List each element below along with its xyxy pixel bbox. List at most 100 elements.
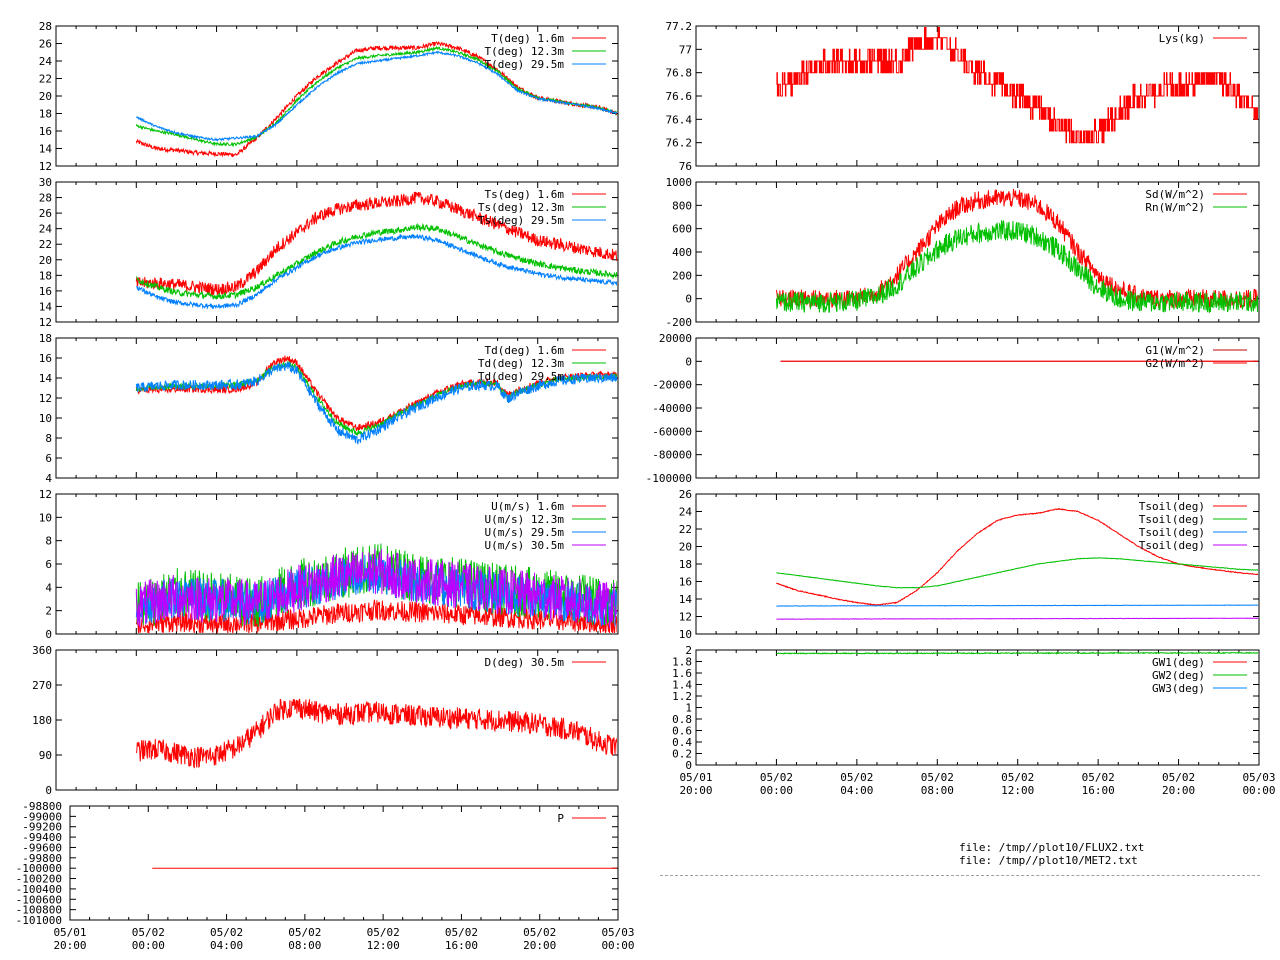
y-tick-label: 8 [45, 432, 52, 445]
legend-label: Ts(deg) 1.6m [485, 188, 565, 201]
y-tick-label: 90 [39, 749, 52, 762]
y-tick-label: 18 [39, 269, 52, 282]
legend-label: U(m/s) 30.5m [485, 539, 565, 552]
series-line-dir-0 [135, 698, 617, 769]
y-tick-label: 6 [45, 452, 52, 465]
y-tick-label: 1.4 [672, 679, 692, 692]
y-tick-label: 6 [45, 558, 52, 571]
y-tick-label: 22 [39, 73, 52, 86]
y-tick-label: 22 [39, 238, 52, 251]
y-tick-label: 10 [39, 412, 52, 425]
panel-wind: 0 2 4 6 8 10 12 U(m/s) 1.6mU(m/s) 12.3mU(m/s) 2… [39, 488, 619, 641]
y-tick-label: 600 [672, 223, 692, 236]
y-tick-label: -100200 [16, 873, 62, 886]
y-tick-label: 14 [39, 300, 53, 313]
y-tick-label: 14 [39, 372, 53, 385]
series-line-ts-2 [136, 233, 617, 310]
legend-label: Td(deg) 1.6m [485, 344, 565, 357]
panel-soilflux: -100000 -80000 -60000 -40000 -20000 0 20000 G1(… [646, 332, 1260, 485]
x-tick-label-time: 00:00 [132, 939, 165, 952]
panel-temp: 12 14 16 18 20 22 24 26 28 T(deg) 1.6mT(deg) 12.3… [39, 20, 619, 173]
y-tick-label: 16 [679, 576, 692, 589]
series-line-tsoil-2 [776, 604, 1258, 607]
y-tick-label: -20000 [652, 379, 692, 392]
panel-lys: 76 76.2 76.4 76.6 76.8 77 77.2 Lys(kg) [666, 20, 1260, 173]
y-tick-label: 0 [45, 784, 52, 797]
file-line-1: file: /tmp//plot10/FLUX2.txt [959, 841, 1145, 854]
legend-label: Rn(W/m^2) [1145, 201, 1205, 214]
legend-label: GW3(deg) [1152, 682, 1205, 695]
y-tick-label: -99800 [22, 852, 62, 865]
legend-label: Ts(deg) 12.3m [478, 201, 564, 214]
legend-label: T(deg) 29.5m [485, 58, 565, 71]
y-tick-label: 4 [45, 472, 52, 485]
y-tick-label: 18 [39, 332, 52, 345]
y-tick-label: 26 [679, 488, 692, 501]
x-tick-label-date: 05/03 [1242, 771, 1275, 784]
y-tick-label: -99400 [22, 831, 62, 844]
legend-label: Td(deg) 29.5m [478, 370, 564, 383]
y-tick-label: 76.6 [666, 90, 693, 103]
y-tick-label: -200 [666, 316, 693, 329]
y-tick-label: 12 [39, 160, 52, 173]
y-tick-label: 12 [39, 316, 52, 329]
x-tick-label-time: 12:00 [1001, 784, 1034, 797]
x-tick-label-date: 05/03 [601, 926, 634, 939]
x-tick-label-time: 20:00 [1162, 784, 1195, 797]
y-tick-label: 1 [685, 702, 692, 715]
y-tick-label: 2 [45, 605, 52, 618]
plot-frame [55, 649, 619, 791]
y-tick-label: 400 [672, 246, 692, 259]
x-tick-label-time: 20:00 [53, 939, 86, 952]
y-tick-label: 28 [39, 192, 52, 205]
y-tick-label: -99200 [22, 821, 62, 834]
y-tick-label: 30 [39, 176, 52, 189]
x-tick-label-time: 08:00 [288, 939, 321, 952]
y-tick-label: 77 [679, 43, 692, 56]
y-tick-label: 0 [685, 293, 692, 306]
series-line-lys-0 [776, 27, 1258, 144]
legend-label: Tsoil(deg) [1139, 513, 1205, 526]
y-tick-label: 1000 [666, 176, 693, 189]
series-line-rad-0 [775, 188, 1258, 309]
x-tick-label-date: 05/02 [367, 926, 400, 939]
y-tick-label: 24 [679, 506, 693, 519]
legend-label: Sd(W/m^2) [1145, 188, 1205, 201]
y-tick-label: -99600 [22, 841, 62, 854]
y-tick-label: 0 [685, 355, 692, 368]
y-tick-label: 8 [45, 535, 52, 548]
legend-label: GW2(deg) [1152, 669, 1205, 682]
x-tick-label-time: 12:00 [367, 939, 400, 952]
series-line-tsoil-3 [776, 617, 1258, 620]
y-tick-label: 76 [679, 160, 692, 173]
x-tick-label-time: 00:00 [1242, 784, 1275, 797]
y-tick-label: 18 [39, 108, 52, 121]
series-line-wind-0 [135, 599, 617, 633]
legend-label: Tsoil(deg) [1139, 500, 1205, 513]
panel-tsoil: 101214161820222426Tsoil(deg)Tsoil(deg)Ts… [679, 488, 1260, 641]
separator-line [660, 875, 1260, 876]
y-tick-label: -100600 [16, 893, 62, 906]
x-tick-label-date: 05/02 [1162, 771, 1195, 784]
legend-label: P [557, 812, 564, 825]
y-tick-label: 20 [39, 90, 52, 103]
legend-label: Lys(kg) [1159, 32, 1205, 45]
legend-label: Td(deg) 12.3m [478, 357, 564, 370]
y-tick-label: 10 [679, 628, 692, 641]
x-tick-label-date: 05/02 [445, 926, 478, 939]
x-tick-label-time: 00:00 [601, 939, 634, 952]
y-tick-label: 26 [39, 38, 52, 51]
y-tick-label: 18 [679, 558, 692, 571]
y-tick-label: -99000 [22, 810, 62, 823]
y-tick-label: 200 [672, 269, 692, 282]
y-tick-label: 77.2 [666, 20, 693, 33]
y-tick-label: -40000 [652, 402, 692, 415]
y-tick-label: 12 [39, 392, 52, 405]
y-tick-label: 20 [39, 254, 52, 267]
y-tick-label: -101000 [16, 914, 62, 927]
y-tick-label: 26 [39, 207, 52, 220]
y-tick-label: 0.4 [672, 736, 692, 749]
